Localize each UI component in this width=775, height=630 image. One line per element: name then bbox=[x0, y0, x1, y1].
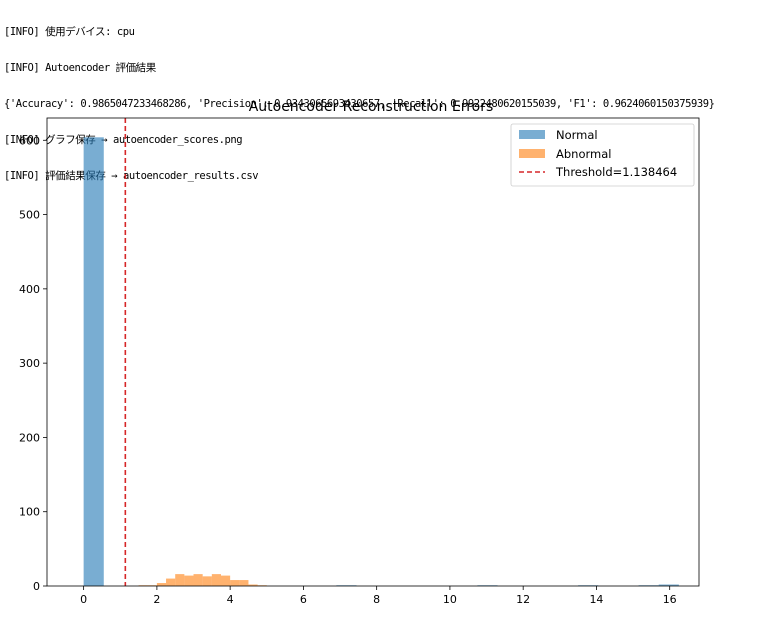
console-line: [INFO] 使用デバイス: cpu bbox=[4, 26, 135, 38]
y-tick-label: 300 bbox=[19, 357, 40, 370]
legend-label-abnormal: Abnormal bbox=[556, 147, 611, 161]
x-tick-label: 12 bbox=[516, 593, 530, 606]
y-axis-ticks: 0 100 200 300 400 500 600 bbox=[19, 134, 47, 593]
legend-box bbox=[510, 123, 695, 187]
console-output: [INFO] 使用デバイス: cpu [INFO] Autoencoder 評価… bbox=[4, 2, 772, 194]
legend-swatch-abnormal bbox=[519, 149, 545, 158]
console-line: [INFO] Autoencoder 評価結果 bbox=[4, 62, 156, 74]
y-tick-label: 100 bbox=[19, 506, 40, 519]
y-tick-label: 500 bbox=[19, 209, 40, 222]
x-tick-label: 6 bbox=[300, 593, 307, 606]
bar-normal bbox=[658, 584, 679, 586]
histogram-chart: Autoencoder Reconstruction Errors 0 2 4 6 8 1… bbox=[19, 99, 700, 606]
console-line: {'Accuracy': 0.9865047233468286, 'Precis… bbox=[4, 98, 715, 110]
x-tick-label: 0 bbox=[80, 593, 87, 606]
bar-abnormal bbox=[248, 584, 258, 586]
x-axis-ticks: 0 2 4 6 8 10 12 14 16 bbox=[80, 586, 677, 606]
console-line: [INFO] 評価結果保存 → autoencoder_results.csv bbox=[4, 170, 259, 182]
legend-label-normal: Normal bbox=[556, 128, 598, 142]
x-tick-label: 16 bbox=[663, 593, 677, 606]
y-tick-label: 400 bbox=[19, 283, 40, 296]
console-line: [INFO] グラフ保存 → autoencoder_scores.png bbox=[4, 134, 243, 146]
bars-layer bbox=[83, 137, 679, 587]
y-tick-label: 200 bbox=[19, 431, 40, 444]
x-tick-label: 14 bbox=[589, 593, 603, 606]
bar-abnormal bbox=[230, 580, 240, 586]
bar-abnormal bbox=[211, 574, 221, 586]
bar-abnormal bbox=[220, 575, 231, 586]
chart-title: Autoencoder Reconstruction Errors bbox=[249, 99, 494, 115]
bar-abnormal bbox=[175, 574, 185, 586]
bar-abnormal bbox=[184, 575, 194, 586]
legend-label-threshold: Threshold=1.138464 bbox=[555, 165, 677, 179]
y-tick-label: 0 bbox=[33, 580, 40, 593]
legend-swatch-normal bbox=[519, 130, 545, 139]
bar-abnormal bbox=[202, 576, 212, 586]
x-tick-label: 4 bbox=[227, 593, 234, 606]
x-tick-label: 8 bbox=[373, 593, 380, 606]
bar-normal bbox=[83, 137, 104, 587]
x-tick-label: 10 bbox=[443, 593, 457, 606]
x-tick-label: 2 bbox=[153, 593, 160, 606]
y-tick-label: 600 bbox=[19, 134, 40, 147]
legend: Normal Abnormal Threshold=1.138464 bbox=[510, 123, 695, 187]
bar-abnormal bbox=[239, 580, 249, 586]
bar-abnormal bbox=[166, 578, 176, 586]
bar-abnormal bbox=[156, 583, 167, 586]
bar-abnormal bbox=[193, 574, 203, 586]
plot-frame bbox=[46, 117, 700, 587]
